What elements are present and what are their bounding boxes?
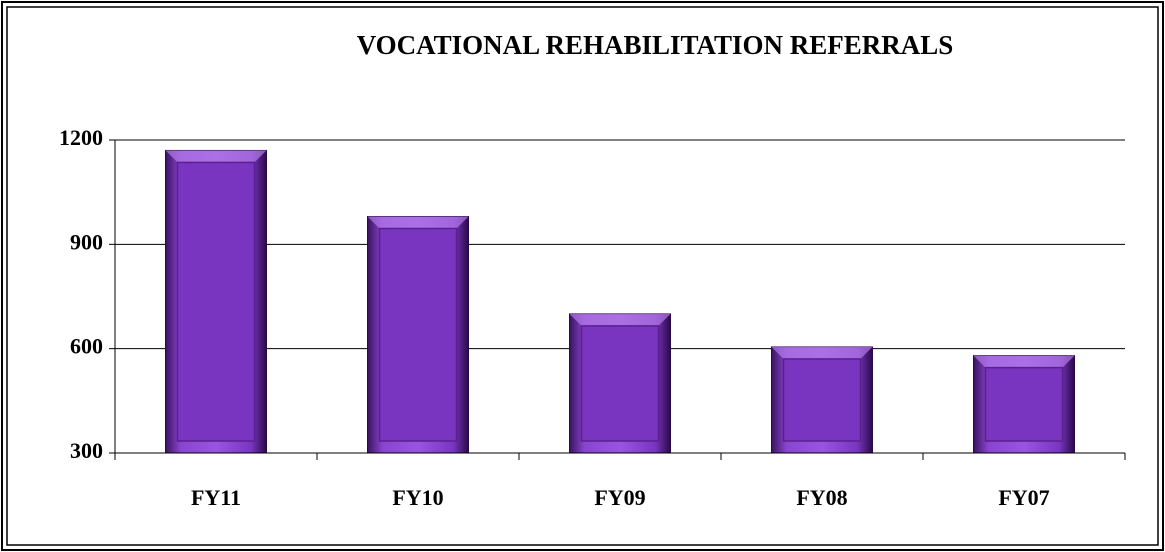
- x-tick-label: FY11: [191, 485, 241, 510]
- y-tick-label: 900: [70, 229, 103, 254]
- bar-inner: [378, 227, 458, 442]
- bar-bevel-top: [973, 355, 1075, 368]
- bar-inner: [580, 325, 660, 442]
- x-tick-label: FY10: [392, 485, 443, 510]
- x-tick-label: FY09: [594, 485, 645, 510]
- chart-title: VOCATIONAL REHABILITATION REFERRALS: [357, 30, 954, 60]
- y-tick-label: 1200: [59, 125, 103, 150]
- y-tick-label: 300: [70, 438, 103, 463]
- bar-bevel-top: [165, 150, 267, 163]
- bar-inner: [984, 366, 1064, 442]
- bar-inner: [176, 161, 256, 442]
- bar-inner: [782, 358, 862, 442]
- y-tick-label: 600: [70, 334, 103, 359]
- bar-bevel-top: [367, 216, 469, 229]
- x-tick-label: FY08: [796, 485, 847, 510]
- bar-bevel-top: [771, 346, 873, 359]
- inner-frame: [6, 6, 1159, 546]
- x-tick-label: FY07: [998, 485, 1049, 510]
- bar-bevel-top: [569, 313, 671, 326]
